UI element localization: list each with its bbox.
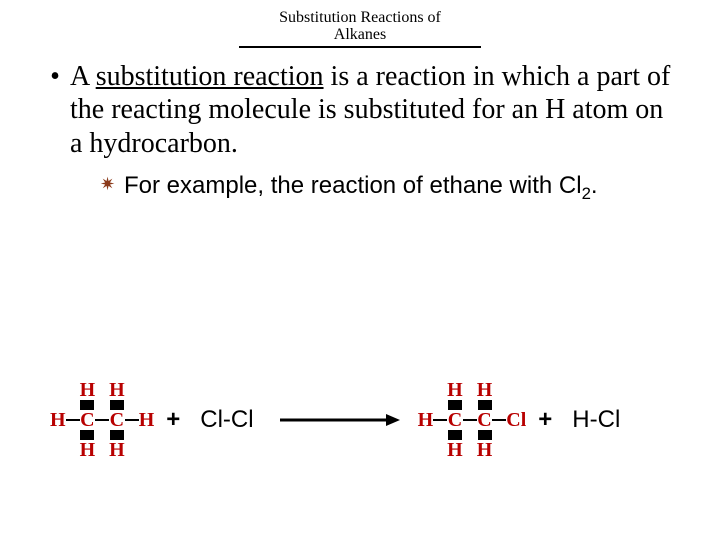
atom-c: C [448, 410, 462, 430]
atom-h: H [418, 410, 434, 430]
atom-h: H [80, 440, 96, 460]
title-line-2: Alkanes [334, 26, 386, 43]
sub-bullet-prefix: For example, the reaction of ethane with… [124, 172, 582, 199]
chloroethane-grid: HH HCCCl HH [418, 380, 527, 460]
title-block: Substitution Reactions of Alkanes [40, 10, 680, 48]
ethane-grid: HH HCCH HH [50, 380, 154, 460]
ethane-molecule: HH HCCH HH [50, 380, 154, 460]
bond-h [463, 419, 477, 421]
atom-h: H [447, 440, 463, 460]
slide: Substitution Reactions of Alkanes • A su… [0, 0, 720, 215]
atom-h: H [477, 380, 493, 400]
bond-h [492, 419, 506, 421]
bond-h [66, 419, 80, 421]
atom-h: H [109, 440, 125, 460]
atom-h: H [80, 380, 96, 400]
atom-h: H [139, 410, 155, 430]
atom-h: H [50, 410, 66, 430]
pinwheel-icon: ✷ [100, 170, 124, 199]
main-bullet: • A substitution reaction is a reaction … [40, 60, 680, 161]
bond-h [433, 419, 447, 421]
atom-c: C [477, 410, 491, 430]
atom-h: H [447, 380, 463, 400]
atom-c: C [110, 410, 124, 430]
sub-bullet-suffix: . [591, 172, 598, 199]
bullet-marker: • [40, 60, 70, 94]
title-line-1: Substitution Reactions of [279, 9, 441, 26]
atom-h: H [477, 440, 493, 460]
atom-h: H [109, 380, 125, 400]
reaction-arrow-icon [280, 413, 400, 427]
bond-h [125, 419, 139, 421]
bullet-term: substitution reaction [96, 61, 324, 92]
sub-bullet: ✷ For example, the reaction of ethane wi… [100, 170, 680, 205]
bullet-prefix: A [70, 61, 96, 92]
hcl-product: H-Cl [572, 406, 620, 434]
plus-sign: + [166, 406, 180, 434]
atom-cl: Cl [506, 410, 526, 430]
slide-title: Substitution Reactions of Alkanes [239, 10, 481, 48]
bullet-text: A substitution reaction is a reaction in… [70, 60, 680, 161]
reaction-equation: HH HCCH HH + Cl-Cl HH HCCCl HH [50, 380, 628, 460]
sub-bullet-text: For example, the reaction of ethane with… [124, 170, 680, 205]
atom-c: C [80, 410, 94, 430]
sub-bullet-subscript: 2 [582, 184, 591, 203]
plus-sign: + [538, 406, 552, 434]
chloroethane-molecule: HH HCCCl HH [418, 380, 527, 460]
chlorine-reagent: Cl-Cl [200, 406, 253, 434]
bond-h [95, 419, 109, 421]
